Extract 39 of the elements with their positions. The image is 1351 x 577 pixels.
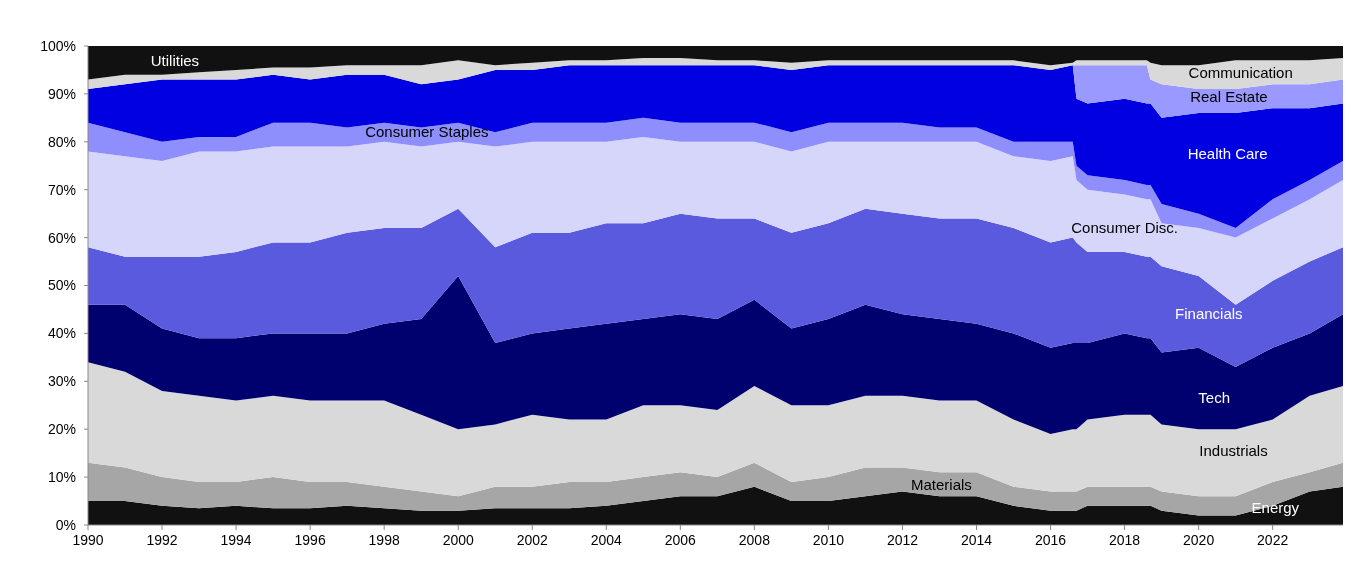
- series-label: Communication: [1188, 63, 1293, 81]
- y-tick-label: 50%: [47, 277, 76, 294]
- series-label: Financials: [1175, 305, 1243, 323]
- y-tick-label: 100%: [40, 37, 76, 54]
- y-tick-label: 60%: [47, 229, 76, 246]
- y-tick-label: 40%: [47, 325, 76, 342]
- x-tick-label: 2018: [1109, 532, 1141, 548]
- x-tick-label: 2010: [812, 532, 845, 548]
- x-tick-label: 2002: [516, 532, 549, 548]
- series-label: Materials: [910, 475, 972, 493]
- x-tick-label: 2008: [738, 532, 771, 548]
- x-tick-label: 1994: [220, 532, 252, 548]
- x-tick-label: 2000: [442, 532, 474, 548]
- x-tick-label: 1996: [294, 532, 326, 548]
- series-label: Real Estate: [1190, 87, 1268, 105]
- series-label: Consumer Staples: [365, 123, 489, 141]
- x-tick-label: 1992: [146, 532, 178, 548]
- y-tick-label: 20%: [47, 421, 76, 438]
- x-tick-label: 1998: [368, 532, 400, 548]
- x-tick-label: 2020: [1183, 532, 1215, 548]
- series-label: Health Care: [1187, 145, 1268, 163]
- series-label: Industrials: [1199, 442, 1268, 460]
- y-tick-label: 70%: [47, 181, 76, 198]
- y-tick-label: 0%: [55, 516, 76, 533]
- x-tick-label: 2014: [960, 532, 993, 548]
- x-tick-label: 2016: [1034, 532, 1067, 548]
- y-tick-label: 30%: [47, 373, 76, 390]
- series-label: Utilities: [150, 51, 200, 69]
- y-tick-label: 10%: [47, 469, 76, 485]
- series-label: Energy: [1251, 499, 1300, 517]
- x-tick-label: 2004: [590, 532, 623, 548]
- series-label: Consumer Disc.: [1071, 219, 1178, 237]
- x-tick-label: 1990: [72, 532, 104, 548]
- x-tick-label: 2022: [1257, 532, 1289, 548]
- x-tick-label: 2012: [886, 532, 919, 548]
- y-tick-label: 90%: [47, 85, 76, 102]
- y-tick-label: 80%: [47, 133, 76, 150]
- series-label: Tech: [1198, 389, 1231, 407]
- x-tick-label: 2006: [664, 532, 697, 548]
